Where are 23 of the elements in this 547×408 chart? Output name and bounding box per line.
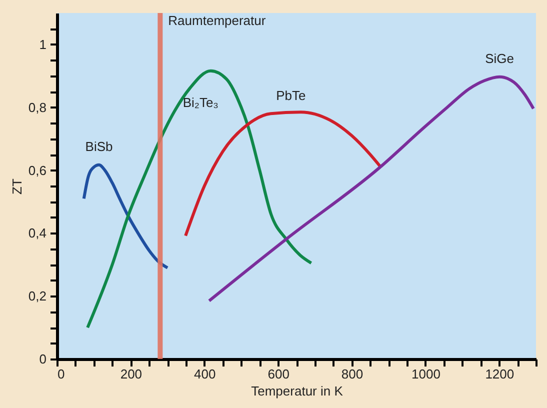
x-tick-label: 600 bbox=[268, 366, 290, 382]
y-tick-label: 0,8 bbox=[28, 100, 46, 115]
x-tick-label: 800 bbox=[341, 366, 364, 382]
x-axis-title: Temperatur in K bbox=[251, 384, 344, 398]
y-tick-label: 0,2 bbox=[28, 288, 46, 304]
line-series bbox=[86, 69, 313, 330]
line-series bbox=[184, 110, 382, 238]
y-tick-label: 0,4 bbox=[28, 226, 46, 241]
series-label: PbTe bbox=[276, 88, 306, 104]
series-label: Bi₂Te₃ bbox=[182, 94, 218, 110]
x-tick-label: 0 bbox=[58, 366, 65, 382]
x-tick-label: 400 bbox=[194, 366, 216, 382]
series-label: SiGe bbox=[485, 50, 514, 66]
series-label: BiSb bbox=[85, 138, 113, 154]
y-tick-label: 0,6 bbox=[28, 162, 46, 178]
x-tick-label: 1000 bbox=[412, 366, 440, 382]
ref-line-label: Raumtemperatur bbox=[168, 13, 266, 28]
y-axis-title: ZT bbox=[9, 178, 24, 194]
x-tick-label: 200 bbox=[120, 366, 142, 382]
line-series bbox=[82, 163, 170, 270]
y-tick-label: 1 bbox=[39, 36, 46, 52]
x-tick-label: 1200 bbox=[485, 366, 514, 382]
y-tick-label: 0 bbox=[39, 352, 46, 366]
